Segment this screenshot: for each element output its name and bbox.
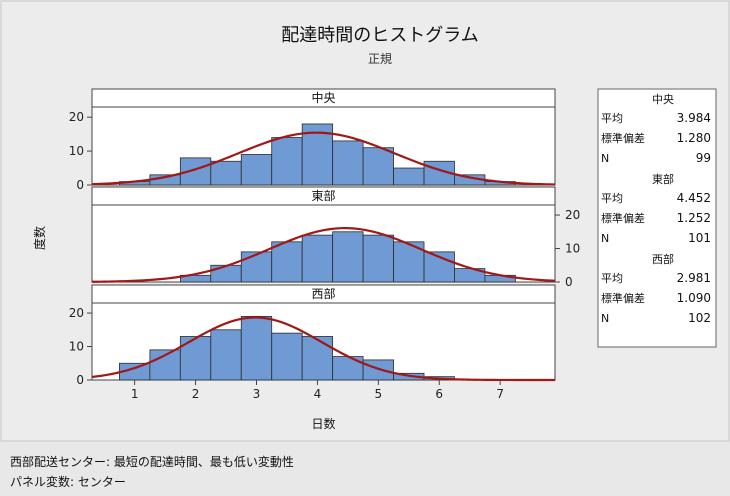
y-tick-label: 20 [69,306,84,320]
legend-stat-label: 標準偏差 [601,131,645,145]
histogram-bar [210,160,242,186]
legend-stat-value: 102 [688,311,711,325]
histogram-bar [301,234,334,283]
x-tick-label: 7 [496,387,504,401]
histogram-bar [393,167,425,186]
panel-label: 東部 [311,188,335,203]
normal-fit-curve [91,131,556,186]
footnote-description: 西部配送センター: 最短の配達時間、最も低い変動性 [10,455,294,469]
histogram-bar [271,332,303,381]
legend-stat-label: 標準偏差 [601,211,645,225]
legend-stat-value: 1.090 [677,291,711,305]
legend-group-name: 東部 [652,172,674,186]
normal-fit-curve [91,316,555,382]
legend-box [597,88,717,348]
legend-stat-label: 標準偏差 [601,291,645,305]
x-tick-label: 1 [131,387,139,401]
histogram-bar [179,336,212,381]
histogram-bar [210,329,242,381]
legend-stat-value: 101 [688,231,711,245]
histogram-bar [301,336,334,381]
panel-label: 中央 [311,90,335,105]
histogram-bar [240,251,273,283]
histogram-bar [362,234,394,283]
y-tick-label: 0 [565,275,573,289]
histogram-bar [210,264,242,283]
legend-stat-value: 1.252 [677,211,711,225]
y-axis-label: 度数 [32,226,47,250]
histogram-bar [332,231,364,283]
legend-stat-value: 4.452 [677,191,711,205]
legend-stat-label: 平均 [601,192,623,205]
histogram-bar [362,359,394,381]
histogram-bar [362,147,394,186]
y-tick-label: 0 [76,178,84,192]
y-tick-label: 20 [565,208,580,222]
histogram-bar [271,137,303,186]
y-tick-label: 20 [69,110,84,124]
legend-stat-label: 平均 [601,272,623,285]
legend-stat-value: 99 [696,151,711,165]
histogram-bar [240,315,273,381]
chart-subtitle: 正規 [368,51,392,66]
legend-stat-label: N [601,232,609,245]
legend-stat-label: N [601,152,609,165]
legend-stat-value: 1.280 [677,131,711,145]
legend-group-name: 中央 [652,93,674,106]
normal-fit-curve [91,227,556,283]
y-tick-label: 10 [69,340,84,354]
panel-label: 西部 [311,286,335,301]
histogram-bar [332,356,364,381]
legend-stat-value: 2.981 [677,271,711,285]
legend-group-name: 西部 [652,252,674,266]
x-tick-label: 5 [375,387,383,401]
footnote-panel-variable: パネル変数: センター [10,475,126,489]
x-tick-label: 4 [314,387,322,401]
legend-stat-label: 平均 [601,112,623,125]
x-axis-label: 日数 [311,416,335,431]
y-tick-label: 10 [69,144,84,158]
x-tick-label: 2 [192,387,200,401]
histogram-bar [332,140,364,186]
legend-stat-label: N [601,312,609,325]
y-tick-label: 10 [565,242,580,256]
y-tick-label: 0 [76,373,84,387]
histogram-bar [240,154,273,186]
legend-stat-value: 3.984 [677,111,711,125]
x-tick-label: 6 [435,387,443,401]
histogram-bar [271,241,303,283]
x-tick-label: 3 [253,387,261,401]
chart-title: 配達時間のヒストグラム [281,25,478,46]
